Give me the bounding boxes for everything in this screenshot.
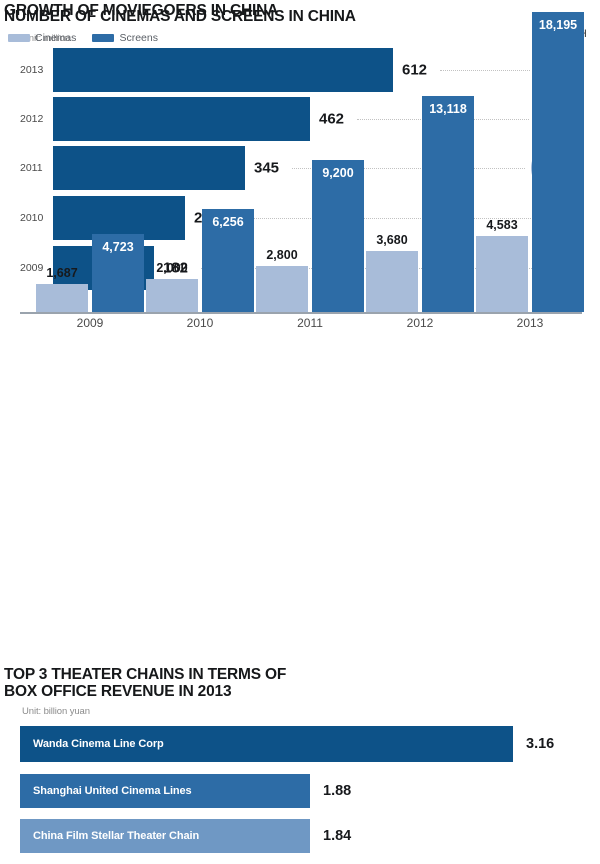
- x-axis-tick-label: 2011: [297, 316, 323, 330]
- chain-value-label: 1.84: [323, 828, 352, 844]
- bar-fill: [146, 279, 198, 312]
- screens-bar: 9,200: [312, 160, 364, 312]
- moviegoer-value-label: 345: [254, 159, 280, 177]
- screens-bar: 13,118: [422, 96, 474, 312]
- bar-fill: [532, 12, 584, 312]
- chain-name-label: China Film Stellar Theater Chain: [33, 830, 200, 842]
- moviegoer-year-label: 2009: [20, 262, 44, 274]
- cinemas-screens-plot: 1,687 4,723 2009 2,000 6,256 2010 2,800 9,200 20…: [0, 0, 600, 350]
- bar-fill: [92, 234, 144, 312]
- cinemas-bar: 2,800: [256, 248, 308, 312]
- screens-value-label: 13,118: [429, 102, 467, 116]
- legend-label: Cinemas: [35, 32, 77, 44]
- chain-row: China Film Stellar Theater Chain 1.84: [0, 819, 600, 853]
- screens-bar: 18,195: [532, 12, 584, 312]
- chain-bar: Wanda Cinema Line Corp: [20, 726, 513, 762]
- legend-label: Screens: [119, 32, 158, 44]
- moviegoer-year-label: 2010: [20, 212, 44, 224]
- x-axis-tick-label: 2010: [186, 316, 214, 330]
- leader-line: [292, 168, 525, 169]
- moviegoer-bar: [53, 48, 393, 92]
- chains-title-line1: TOP 3 THEATER CHAINS IN TERMS OF: [4, 666, 287, 683]
- moviegoer-value-label: 462: [319, 110, 345, 128]
- moviegoer-year-label: 2013: [20, 64, 44, 76]
- bar-fill: [36, 284, 88, 312]
- legend-swatch-icon: [8, 34, 30, 42]
- bar-fill: [422, 96, 474, 312]
- cinemas-value-label: 2,000: [156, 261, 188, 275]
- screens-value-label: 6,256: [212, 215, 244, 229]
- legend-item: Cinemas: [8, 32, 76, 44]
- chart-legend: Cinemas Screens: [8, 32, 158, 44]
- bar-fill: [256, 266, 308, 312]
- legend-item: Screens: [92, 32, 158, 44]
- chain-name-label: Wanda Cinema Line Corp: [33, 738, 164, 750]
- screens-value-label: 4,723: [102, 240, 134, 254]
- screens-value-label: 18,195: [538, 18, 578, 32]
- moviegoers-title: GROWTH OF MOVIEGOERS IN CHINA: [4, 2, 279, 19]
- chain-row: Wanda Cinema Line Corp 3.16: [0, 726, 600, 762]
- cinemas-value-label: 2,800: [266, 248, 298, 262]
- chain-bar: China Film Stellar Theater Chain: [20, 819, 310, 853]
- bar-fill: [202, 209, 254, 312]
- chains-title-line2: BOX OFFICE REVENUE IN 2013: [4, 683, 232, 700]
- chain-value-label: 1.88: [323, 783, 352, 799]
- moviegoer-year-label: 2011: [20, 162, 43, 174]
- x-axis-line: [20, 312, 582, 314]
- cinemas-bar: 4,583: [476, 218, 528, 312]
- screens-value-label: 9,200: [322, 166, 354, 180]
- cinemas-value-label: 4,583: [486, 218, 518, 232]
- cinemas-value-label: 3,680: [376, 233, 408, 247]
- leader-line: [232, 218, 531, 219]
- leader-line: [440, 70, 530, 71]
- legend-swatch-icon: [92, 34, 115, 42]
- chains-unit-label: Unit: billion yuan: [22, 706, 90, 717]
- x-axis-tick-label: 2012: [406, 316, 434, 330]
- chain-bar: Shanghai United Cinema Lines: [20, 774, 310, 808]
- moviegoers-unit-label: Unit: million: [22, 33, 70, 44]
- chain-value-label: 3.16: [526, 736, 555, 752]
- screens-bar: 4,723: [92, 234, 144, 312]
- cinemas-bar: 2,000: [146, 261, 198, 312]
- screens-bar: 6,256: [202, 209, 254, 312]
- x-axis-tick-label: 2013: [516, 316, 544, 330]
- theater-chains-section: TOP 3 THEATER CHAINS IN TERMS OF BOX OFF…: [0, 664, 600, 864]
- cinemas-bar: 3,680: [366, 233, 418, 312]
- cinemas-screens-title: NUMBER OF CINEMAS AND SCREENS IN CHINA: [4, 8, 356, 25]
- moviegoer-value-label: 612: [402, 61, 428, 79]
- cinemas-value-label: 1,687: [46, 266, 78, 280]
- moviegoer-bar: [53, 196, 185, 240]
- moviegoer-year-label: 2012: [20, 113, 44, 125]
- moviegoer-value-label: 182: [163, 259, 189, 277]
- cinemas-bar: 1,687: [36, 266, 88, 312]
- chain-row: Shanghai United Cinema Lines 1.88: [0, 774, 600, 808]
- chain-name-label: Shanghai United Cinema Lines: [33, 785, 192, 797]
- moviegoer-bar: [53, 97, 310, 141]
- bar-fill: [476, 236, 528, 312]
- cinemas-screens-section: NUMBER OF CINEMAS AND SCREENS IN CHINA C…: [0, 0, 600, 350]
- moviegoer-bar: [53, 146, 245, 190]
- bar-fill: [366, 251, 418, 312]
- x-axis-tick-label: 2009: [76, 316, 104, 330]
- bar-fill: [312, 160, 364, 312]
